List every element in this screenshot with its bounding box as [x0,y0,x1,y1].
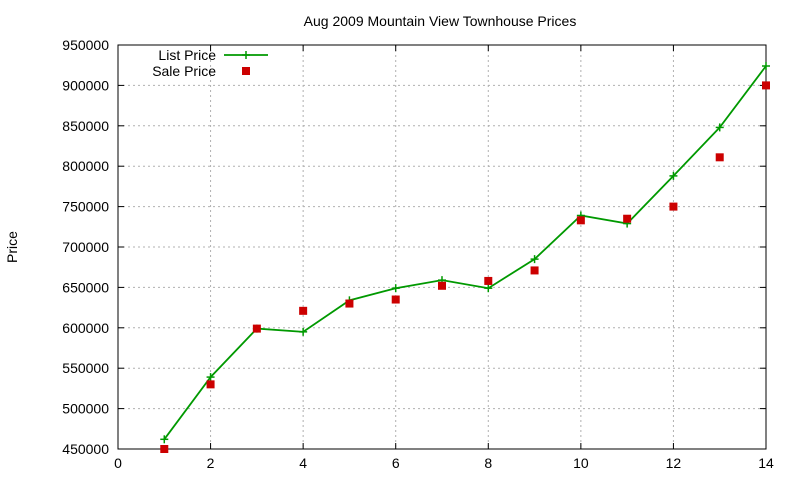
list-price-point [715,123,724,132]
y-tick-label: 650000 [62,279,109,295]
x-tick-label: 2 [207,455,215,471]
sale-price-point [530,266,539,275]
y-tick-label: 600000 [62,320,109,336]
y-tick-label: 850000 [62,118,109,134]
y-tick-label: 800000 [62,158,109,174]
list-price-point [484,284,493,293]
y-axis-label: Price [4,231,20,263]
sale-price-point [484,276,493,285]
x-tick-label: 0 [114,455,122,471]
grid [118,45,766,449]
legend-label-list-price: List Price [158,47,216,63]
sale-price-point [762,81,770,90]
legend-swatch-list-price [224,51,268,59]
x-tick-label: 14 [758,455,774,471]
y-tick-label: 500000 [62,401,109,417]
list-price-point [160,435,169,444]
y-tick-label: 900000 [62,77,109,93]
list-price-point [206,373,215,382]
sale-price-point [160,445,169,453]
sale-price-point [345,299,354,308]
y-tick-label: 450000 [62,441,109,457]
list-price-point [530,255,539,264]
sale-price-point [576,216,585,225]
x-tick-label: 12 [666,455,682,471]
legend: List Price Sale Price [152,47,268,79]
list-price-point [299,327,308,336]
list-price-point [669,171,678,180]
x-tick-label: 4 [299,455,307,471]
y-tick-label: 950000 [62,37,109,53]
y-tick-label: 700000 [62,239,109,255]
legend-marker-sale-price [242,67,250,75]
sale-price-point [206,380,215,389]
x-tick-label: 8 [484,455,492,471]
chart-title: Aug 2009 Mountain View Townhouse Prices [304,13,577,29]
x-tick-label: 10 [573,455,589,471]
axis-ticks: 0 2 4 6 8 10 12 14 450000 500000 550000 600000 65000… [62,37,774,471]
sale-price-point [391,295,400,304]
sale-price-point [438,281,446,290]
list-price-point [762,62,770,71]
legend-marker-list-price [242,51,250,59]
legend-swatch-sale-price [242,67,250,75]
y-tick-label: 750000 [62,199,109,215]
sale-price-point [299,306,308,315]
y-tick-label: 550000 [62,360,109,376]
sale-price-point [252,324,261,333]
legend-label-sale-price: Sale Price [152,63,216,79]
sale-price-point [623,214,632,223]
sale-price-point [715,153,724,162]
sale-price-point [669,202,678,211]
x-tick-label: 6 [392,455,400,471]
series-layer [160,62,770,453]
list-price-point [391,284,400,293]
list-price-line [163,65,767,440]
